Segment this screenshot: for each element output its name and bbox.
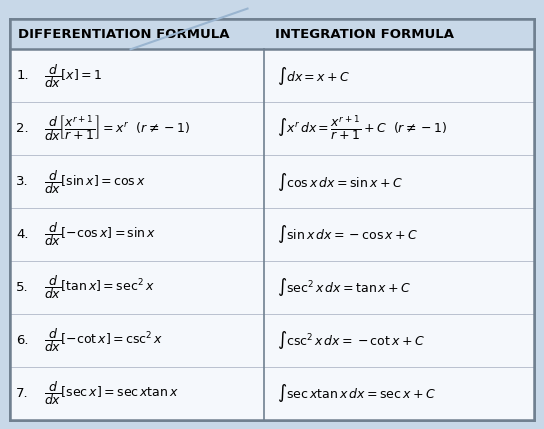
Text: 6.: 6.: [16, 334, 29, 347]
Text: $\dfrac{d}{dx}[-\cot x] = \csc^2 x$: $\dfrac{d}{dx}[-\cot x] = \csc^2 x$: [44, 326, 163, 354]
Text: $\int dx = x + C$: $\int dx = x + C$: [277, 65, 351, 87]
Text: DIFFERENTIATION FORMULA: DIFFERENTIATION FORMULA: [18, 28, 230, 41]
Text: $\int \sec x \tan x\, dx = \sec x + C$: $\int \sec x \tan x\, dx = \sec x + C$: [277, 382, 436, 404]
Text: $\dfrac{d}{dx}[-\cos x] = \sin x$: $\dfrac{d}{dx}[-\cos x] = \sin x$: [44, 221, 156, 248]
Text: $\int x^r\, dx = \dfrac{x^{r+1}}{r+1} + C \ \ (r \neq -1)$: $\int x^r\, dx = \dfrac{x^{r+1}}{r+1} + …: [277, 114, 448, 143]
Bar: [10, 49, 534, 420]
Text: $\int \sec^2 x\, dx = \tan x + C$: $\int \sec^2 x\, dx = \tan x + C$: [277, 276, 412, 298]
Text: $\int \csc^2 x\, dx = -\cot x + C$: $\int \csc^2 x\, dx = -\cot x + C$: [277, 329, 425, 351]
Text: 2.: 2.: [16, 122, 29, 135]
Text: $\dfrac{d}{dx}[\sec x] = \sec x \tan x$: $\dfrac{d}{dx}[\sec x] = \sec x \tan x$: [44, 379, 178, 407]
Text: 7.: 7.: [16, 387, 29, 400]
Bar: [10, 19, 534, 49]
Text: $\dfrac{d}{dx}[\tan x] = \sec^2 x$: $\dfrac{d}{dx}[\tan x] = \sec^2 x$: [44, 273, 154, 301]
Text: $\dfrac{d}{dx}[x] = 1$: $\dfrac{d}{dx}[x] = 1$: [44, 62, 102, 90]
Text: 4.: 4.: [16, 228, 29, 241]
Text: 3.: 3.: [16, 175, 29, 188]
Text: $\dfrac{d}{dx}[\sin x] = \cos x$: $\dfrac{d}{dx}[\sin x] = \cos x$: [44, 168, 145, 196]
Text: $\int \sin x\, dx = -\cos x + C$: $\int \sin x\, dx = -\cos x + C$: [277, 224, 418, 245]
Text: INTEGRATION FORMULA: INTEGRATION FORMULA: [275, 28, 454, 41]
Text: 5.: 5.: [16, 281, 29, 294]
Text: 1.: 1.: [16, 69, 29, 82]
Text: $\int \cos x\, dx = \sin x + C$: $\int \cos x\, dx = \sin x + C$: [277, 171, 403, 193]
Text: $\dfrac{d}{dx}\!\left[\dfrac{x^{r+1}}{r+1}\right] = x^r \ \ (r \neq -1)$: $\dfrac{d}{dx}\!\left[\dfrac{x^{r+1}}{r+…: [44, 113, 190, 144]
